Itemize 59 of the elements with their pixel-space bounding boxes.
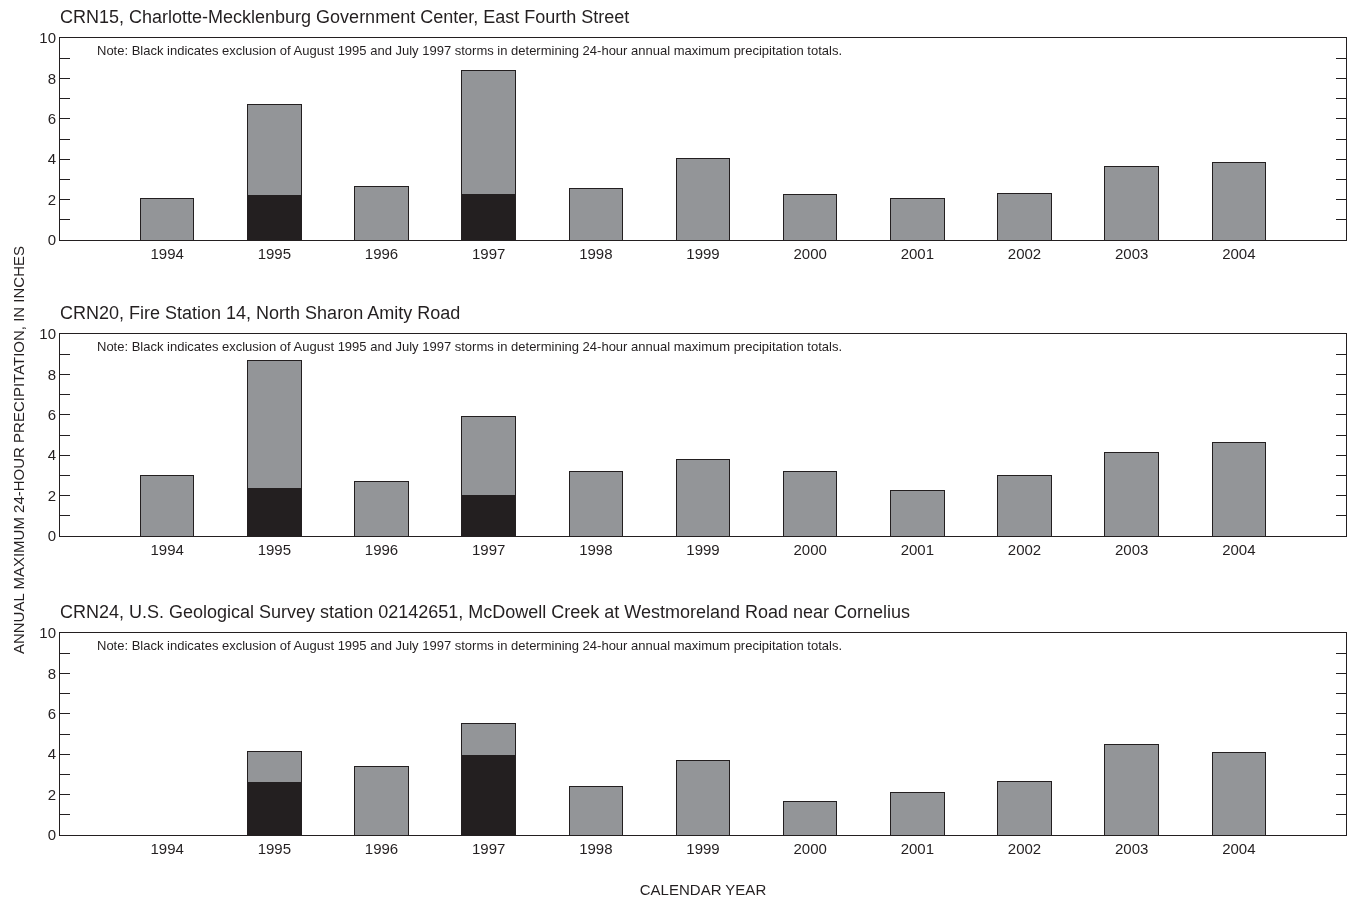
y-tick-label: 0	[47, 527, 56, 545]
x-tick-label: 1998	[579, 840, 613, 857]
y-tick-label: 4	[47, 745, 56, 763]
y-tick-label: 4	[47, 446, 56, 464]
x-tick-label: 2000	[793, 840, 827, 857]
x-tick-label: 2003	[1114, 541, 1149, 558]
y-tick-label: 6	[47, 110, 56, 128]
chart-title: CRN15, Charlotte-Mecklenburg Government Center, East Fourth Street	[60, 6, 630, 27]
x-tick-label: 2003	[1114, 245, 1149, 262]
y-tick-label: 8	[47, 664, 56, 682]
y-tick-label: 2	[47, 785, 56, 803]
y-tick-label: 8	[47, 365, 56, 383]
x-tick-label: 1996	[364, 245, 399, 262]
annotation: Note: Black indicates exclusion of August 1995 and July 1997 storms in determining 24-hour annual maximum precipitation totals.	[97, 638, 843, 653]
y-tick-label: 10	[39, 29, 56, 47]
x-tick-label: 2002	[1007, 840, 1042, 857]
x-tick-label: 2000	[793, 245, 827, 262]
x-tick-label: 2003	[1114, 840, 1149, 857]
x-tick-label: 2000	[793, 541, 827, 558]
x-tick-label: 1995	[257, 840, 292, 857]
y-tick-label: 8	[47, 69, 56, 87]
x-tick-label: 1998	[579, 245, 613, 262]
x-tick-label: 1998	[579, 541, 613, 558]
x-axis-title: CALENDAR YEAR	[639, 881, 767, 898]
x-tick-label: 2001	[900, 840, 935, 857]
x-tick-label: 1994	[150, 245, 184, 262]
y-tick-label: 2	[47, 190, 56, 208]
x-tick-label: 2004	[1222, 541, 1256, 558]
y-tick-label: 10	[39, 624, 56, 642]
x-tick-label: 1994	[150, 840, 184, 857]
x-tick-label: 1997	[471, 541, 506, 558]
y-tick-label: 0	[47, 826, 56, 844]
x-tick-label: 2004	[1222, 245, 1256, 262]
x-tick-label: 2001	[900, 245, 935, 262]
x-tick-label: 1996	[364, 541, 399, 558]
x-tick-label: 2001	[900, 541, 935, 558]
x-tick-label: 2002	[1007, 541, 1042, 558]
annotation: Note: Black indicates exclusion of August 1995 and July 1997 storms in determining 24-hour annual maximum precipitation totals.	[97, 43, 843, 58]
y-tick-label: 6	[47, 705, 56, 723]
x-tick-label: 1995	[257, 245, 292, 262]
x-tick-label: 2002	[1007, 245, 1042, 262]
annotation: Note: Black indicates exclusion of August 1995 and July 1997 storms in determining 24-hour annual maximum precipitation totals.	[97, 339, 843, 354]
y-axis-title: ANNUAL MAXIMUM 24-HOUR PRECIPITATION, IN INCHES	[9, 245, 27, 655]
x-tick-label: 1999	[686, 541, 720, 558]
chart-title: CRN20, Fire Station 14, North Sharon Amity Road	[60, 302, 461, 323]
y-tick-label: 6	[47, 406, 56, 424]
y-tick-label: 10	[39, 325, 56, 343]
y-tick-label: 2	[47, 486, 56, 504]
x-tick-label: 1997	[471, 840, 506, 857]
chart-title: CRN24, U.S. Geological Survey station 02142651, McDowell Creek at Westmoreland Road near Cornelius	[60, 601, 911, 622]
x-tick-label: 1995	[257, 541, 292, 558]
x-tick-label: 1994	[150, 541, 184, 558]
y-tick-label: 0	[47, 231, 56, 249]
x-tick-label: 1999	[686, 245, 720, 262]
x-tick-label: 1996	[364, 840, 399, 857]
x-tick-label: 2004	[1222, 840, 1256, 857]
y-tick-label: 4	[47, 150, 56, 168]
x-tick-label: 1999	[686, 840, 720, 857]
x-tick-label: 1997	[471, 245, 506, 262]
